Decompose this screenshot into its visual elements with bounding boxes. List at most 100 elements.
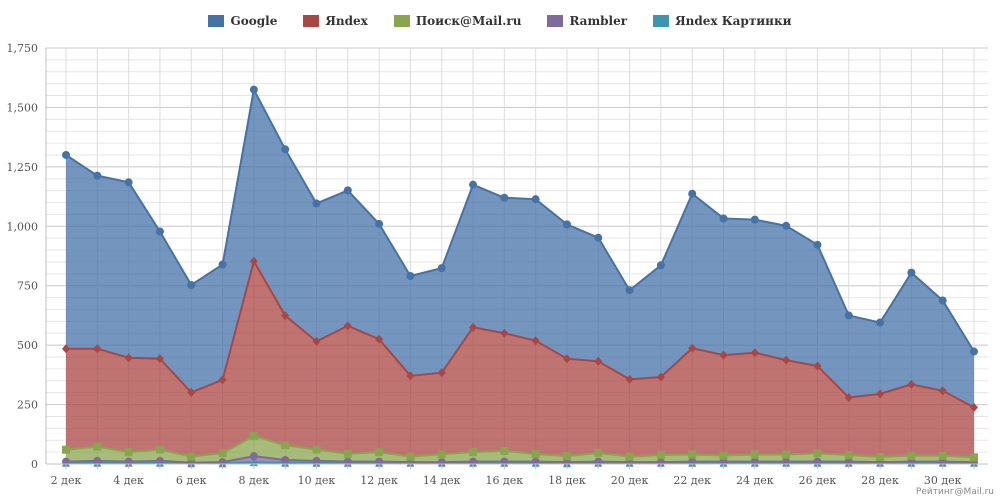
line-поиск-mail-ru bbox=[65, 434, 975, 459]
point-яndex bbox=[62, 344, 70, 354]
x-tick-label: 30 дек bbox=[924, 474, 962, 487]
y-tick-label: 500 bbox=[17, 339, 38, 352]
point-google bbox=[500, 193, 509, 202]
point-google bbox=[813, 240, 822, 249]
watermark: Рейтинг@Mail.ru bbox=[915, 487, 994, 497]
line-яndex-картинки bbox=[66, 461, 974, 465]
x-tick-label: 14 дек bbox=[423, 474, 461, 487]
point-яndex bbox=[844, 392, 853, 402]
y-tick-label: 1,750 bbox=[7, 42, 39, 55]
point-поиск-mail-ru bbox=[249, 431, 258, 440]
legend-item-google[interactable]: Google bbox=[208, 14, 277, 28]
legend-label-mail: Поиск@Mail.ru bbox=[415, 14, 522, 28]
point-google bbox=[782, 221, 791, 230]
x-tick-label: 10 дек bbox=[298, 474, 336, 487]
point-яndex bbox=[155, 354, 164, 364]
legend-item-mail[interactable]: Поиск@Mail.ru bbox=[393, 14, 522, 28]
point-яndex bbox=[876, 389, 885, 399]
point-google bbox=[218, 260, 227, 269]
area-rambler bbox=[66, 456, 974, 464]
point-поиск-mail-ru bbox=[625, 452, 634, 461]
point-яndex bbox=[907, 379, 916, 389]
x-tick-label: 24 дек bbox=[736, 474, 774, 487]
point-google bbox=[876, 318, 885, 327]
point-поиск-mail-ru bbox=[155, 445, 164, 454]
point-google bbox=[688, 189, 697, 198]
legend: Google Яndex Поиск@Mail.ru Rambler Яndex… bbox=[0, 14, 1000, 28]
point-яndex bbox=[500, 328, 509, 338]
point-яndex bbox=[531, 336, 540, 346]
point-яndex bbox=[719, 350, 728, 360]
line-rambler bbox=[65, 455, 975, 464]
x-tick-label: 6 дек bbox=[176, 474, 207, 487]
point-яndex bbox=[782, 355, 791, 365]
area-google bbox=[66, 89, 974, 408]
point-google bbox=[437, 264, 446, 273]
x-tick-label: 8 дек bbox=[239, 474, 270, 487]
y-tick-label: 750 bbox=[17, 280, 38, 293]
legend-swatch-google bbox=[208, 15, 225, 27]
point-google bbox=[187, 281, 196, 290]
point-поиск-mail-ru bbox=[719, 451, 728, 460]
point-rambler bbox=[281, 455, 290, 464]
point-google bbox=[281, 145, 290, 154]
point-google bbox=[469, 180, 478, 189]
point-поиск-mail-ru bbox=[907, 451, 916, 460]
point-google bbox=[970, 347, 978, 356]
y-tick-label: 1,500 bbox=[7, 101, 39, 114]
legend-item-yandex-images[interactable]: Яndex Картинки bbox=[653, 14, 792, 28]
point-google bbox=[62, 150, 70, 159]
line-google bbox=[65, 86, 975, 353]
point-яndex bbox=[469, 322, 478, 332]
x-tick-label: 4 дек bbox=[113, 474, 144, 487]
point-поиск-mail-ru bbox=[688, 450, 697, 459]
point-google bbox=[562, 220, 571, 229]
y-tick-label: 1,250 bbox=[7, 161, 39, 174]
point-google bbox=[719, 214, 728, 223]
x-tick-label: 22 дек bbox=[673, 474, 711, 487]
point-поиск-mail-ru bbox=[656, 450, 665, 459]
point-поиск-mail-ru bbox=[876, 452, 885, 461]
point-поиск-mail-ru bbox=[93, 442, 102, 451]
point-поиск-mail-ru bbox=[281, 441, 290, 450]
legend-item-rambler[interactable]: Rambler bbox=[547, 14, 627, 28]
point-яndex bbox=[625, 374, 634, 384]
point-поиск-mail-ru bbox=[187, 452, 196, 461]
point-google bbox=[406, 271, 415, 280]
point-поиск-mail-ru bbox=[62, 445, 70, 454]
x-tick-label: 26 дек bbox=[799, 474, 837, 487]
point-яndex bbox=[187, 387, 196, 397]
point-поиск-mail-ru bbox=[406, 452, 415, 461]
point-google bbox=[531, 195, 540, 204]
x-tick-label: 18 дек bbox=[548, 474, 586, 487]
y-tick-label: 250 bbox=[17, 399, 38, 412]
point-яndex bbox=[750, 348, 759, 358]
point-поиск-mail-ru bbox=[938, 451, 947, 460]
point-поиск-mail-ru bbox=[844, 450, 853, 459]
point-поиск-mail-ru bbox=[500, 446, 509, 455]
point-поиск-mail-ru bbox=[375, 448, 384, 457]
point-яndex bbox=[93, 344, 102, 354]
legend-item-yandex[interactable]: Яndex bbox=[303, 14, 368, 28]
point-яndex bbox=[688, 343, 697, 353]
series-lines bbox=[65, 86, 975, 465]
point-google bbox=[375, 219, 384, 228]
point-google bbox=[907, 268, 916, 277]
legend-label-yandex-images: Яndex Картинки bbox=[675, 14, 792, 28]
point-google bbox=[343, 186, 352, 195]
point-яndex bbox=[218, 375, 227, 385]
point-яndex bbox=[970, 402, 978, 412]
point-яndex bbox=[813, 361, 822, 371]
point-поиск-mail-ru bbox=[312, 445, 321, 454]
area-яndex bbox=[66, 261, 974, 458]
point-яndex bbox=[406, 371, 415, 381]
point-rambler bbox=[155, 456, 164, 465]
legend-label-google: Google bbox=[230, 14, 278, 28]
point-поиск-mail-ru bbox=[594, 448, 603, 457]
legend-label-rambler: Rambler bbox=[569, 14, 628, 28]
legend-swatch-mail bbox=[393, 15, 410, 27]
point-rambler bbox=[312, 456, 321, 465]
point-поиск-mail-ru bbox=[469, 448, 478, 457]
point-google bbox=[938, 296, 947, 305]
